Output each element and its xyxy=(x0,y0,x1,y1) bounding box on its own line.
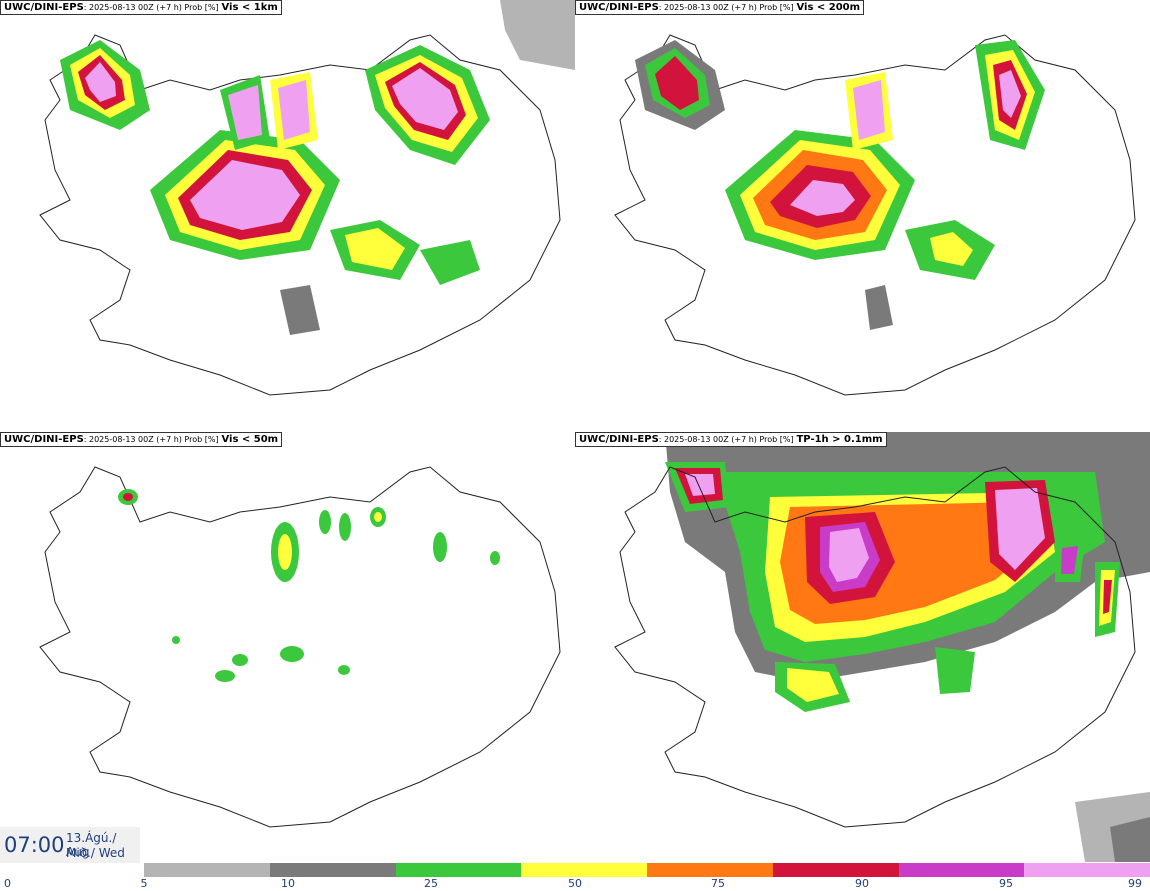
variable-label: TP-1h > 0.1mm xyxy=(796,434,883,445)
colorbar-segment xyxy=(395,863,522,877)
run-meta: : 2025-08-13 00Z (+7 h) Prob [%] xyxy=(658,435,794,444)
iceland-map-vis-200m xyxy=(614,34,1136,396)
colorbar-segment xyxy=(269,863,396,877)
colorbar-tick-label: 0 xyxy=(4,877,11,890)
model-label: UWC/DINI-EPS xyxy=(579,434,659,445)
iceland-map-vis-50m xyxy=(39,466,561,828)
colorbar-segment xyxy=(772,863,899,877)
variable-label: Vis < 200m xyxy=(796,2,861,13)
colorbar-segment xyxy=(647,863,773,877)
panel-title: UWC/DINI-EPS: 2025-08-13 00Z (+7 h) Prob… xyxy=(575,432,887,447)
map-panel-vis-200m: UWC/DINI-EPS: 2025-08-13 00Z (+7 h) Prob… xyxy=(575,0,1150,430)
map-panel-vis-50m: UWC/DINI-EPS: 2025-08-13 00Z (+7 h) Prob… xyxy=(0,432,575,862)
map-panel-tp-1h: UWC/DINI-EPS: 2025-08-13 00Z (+7 h) Prob… xyxy=(575,432,1150,862)
colorbar-tick-label: 99 xyxy=(1128,877,1142,890)
model-label: UWC/DINI-EPS xyxy=(579,2,659,13)
colorbar-segment xyxy=(1024,863,1150,877)
colorbar-segment xyxy=(144,863,270,877)
colorbar-tick-label: 90 xyxy=(855,877,869,890)
iceland-map-tp-1h xyxy=(575,432,1150,862)
colorbar-segment xyxy=(521,863,648,877)
colorbar-tick-label: 50 xyxy=(568,877,582,890)
variable-label: Vis < 50m xyxy=(221,434,279,445)
model-label: UWC/DINI-EPS xyxy=(4,434,84,445)
colorbar-tick-label: 75 xyxy=(711,877,725,890)
colorbar-tick-label: 5 xyxy=(140,877,148,890)
valid-time-box: 07:00 13.Ágú./ Aug Mið./ Wed xyxy=(0,827,140,863)
panel-title: UWC/DINI-EPS: 2025-08-13 00Z (+7 h) Prob… xyxy=(0,0,282,15)
run-meta: : 2025-08-13 00Z (+7 h) Prob [%] xyxy=(83,3,219,12)
run-meta: : 2025-08-13 00Z (+7 h) Prob [%] xyxy=(83,435,219,444)
probability-colorbar xyxy=(144,863,1150,877)
variable-label: Vis < 1km xyxy=(221,2,278,13)
valid-date: 13.Ágú./ Aug xyxy=(66,831,117,859)
panel-title: UWC/DINI-EPS: 2025-08-13 00Z (+7 h) Prob… xyxy=(575,0,865,15)
run-meta: : 2025-08-13 00Z (+7 h) Prob [%] xyxy=(658,3,794,12)
colorbar-tick-label: 10 xyxy=(281,877,295,890)
colorbar-segment xyxy=(898,863,1025,877)
model-label: UWC/DINI-EPS xyxy=(4,2,84,13)
valid-weekday: Mið./ Wed xyxy=(66,846,125,860)
iceland-map-vis-1km xyxy=(39,0,575,396)
colorbar-ticks: 0 5 10 25 50 75 90 95 99 xyxy=(0,877,1150,891)
valid-time: 07:00 xyxy=(4,833,65,857)
colorbar-tick-label: 25 xyxy=(424,877,438,890)
panel-title: UWC/DINI-EPS: 2025-08-13 00Z (+7 h) Prob… xyxy=(0,432,283,447)
map-panel-vis-1km: UWC/DINI-EPS: 2025-08-13 00Z (+7 h) Prob… xyxy=(0,0,575,430)
colorbar-tick-label: 95 xyxy=(999,877,1013,890)
